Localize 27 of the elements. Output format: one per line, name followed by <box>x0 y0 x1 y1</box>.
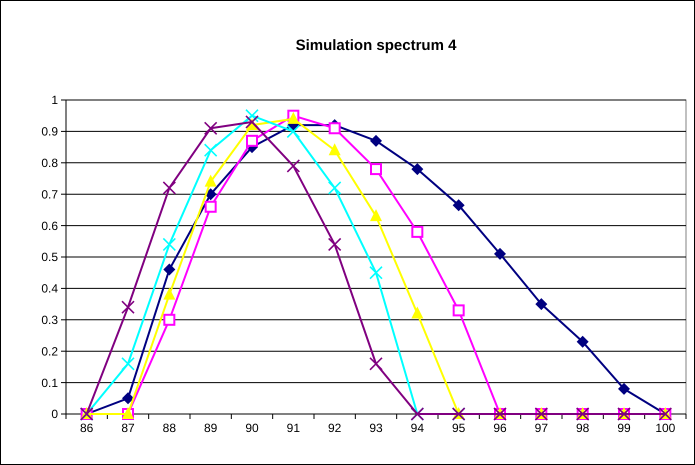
y-tick-label: 0.5 <box>41 250 58 264</box>
x-tick-label: 95 <box>452 421 466 435</box>
chart-title: Simulation spectrum 4 <box>296 37 458 54</box>
x-tick-label: 88 <box>162 421 176 435</box>
x-tick-label: 97 <box>534 421 548 435</box>
x-tick-label: 96 <box>493 421 507 435</box>
y-tick-label: 0.6 <box>41 218 58 233</box>
x-tick-label: 89 <box>204 421 218 435</box>
x-tick-label: 91 <box>286 421 300 435</box>
y-tick-label: 1 <box>51 93 58 108</box>
x-tick-label: 98 <box>576 421 590 435</box>
y-tick-label: 0.8 <box>41 156 58 170</box>
x-tick-label: 92 <box>328 421 342 435</box>
y-tick-label: 0.4 <box>41 282 58 296</box>
y-tick-label: 0.1 <box>41 376 58 390</box>
y-tick-label: 0.9 <box>41 124 58 139</box>
x-tick-label: 87 <box>121 421 135 435</box>
x-tick-label: 90 <box>245 421 259 435</box>
x-tick-label: 86 <box>80 421 94 435</box>
x-tick-label: 94 <box>410 421 424 435</box>
y-tick-label: 0.7 <box>41 187 58 202</box>
y-tick-label: 0.2 <box>41 344 58 358</box>
x-tick-label: 100 <box>655 421 676 435</box>
y-tick-label: 0 <box>51 407 58 422</box>
y-tick-label: 0.3 <box>41 313 58 327</box>
x-tick-label: 93 <box>369 421 383 435</box>
x-tick-label: 99 <box>617 421 631 435</box>
